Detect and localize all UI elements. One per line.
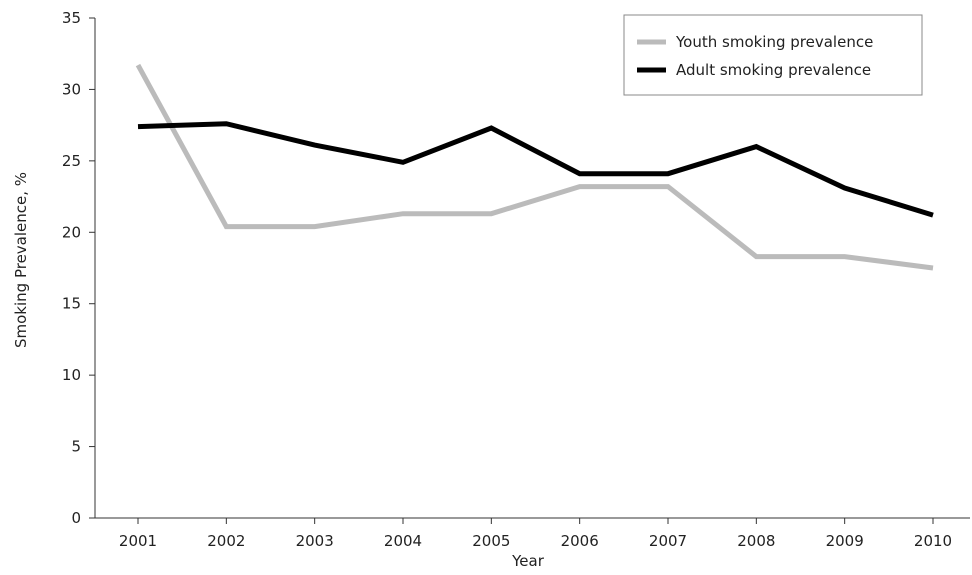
x-tick-label: 2007 <box>649 532 687 550</box>
legend: Youth smoking prevalence Adult smoking p… <box>623 14 923 96</box>
x-tick-label: 2009 <box>826 532 864 550</box>
x-tick-label: 2004 <box>384 532 422 550</box>
y-tick-label: 0 <box>71 509 81 527</box>
x-tick-label: 2001 <box>119 532 157 550</box>
legend-label-youth: Youth smoking prevalence <box>675 33 873 51</box>
y-tick-label: 15 <box>62 295 81 313</box>
y-tick-label: 25 <box>62 152 81 170</box>
y-tick-label: 35 <box>62 9 81 27</box>
tick-labels: 0 5 10 15 20 25 30 35 2001 2002 2003 2004 2005 2006 20… <box>62 9 952 550</box>
x-axis-title: Year <box>511 552 545 570</box>
x-tick-label: 2003 <box>296 532 334 550</box>
legend-box <box>623 14 923 96</box>
series-line-youth <box>135 63 934 271</box>
legend-label-adult: Adult smoking prevalence <box>676 61 871 79</box>
axes <box>89 17 970 524</box>
y-tick-label: 5 <box>71 438 81 456</box>
y-tick-label: 20 <box>62 223 81 241</box>
y-tick-label: 10 <box>62 366 81 384</box>
y-tick-label: 30 <box>62 80 81 98</box>
x-tick-label: 2005 <box>472 532 510 550</box>
x-tick-label: 2006 <box>561 532 599 550</box>
x-tick-label: 2008 <box>737 532 775 550</box>
series-line-adult <box>137 121 934 218</box>
x-tick-label: 2002 <box>207 532 245 550</box>
x-tick-label: 2010 <box>914 532 952 550</box>
y-axis-title: Smoking Prevalence, % <box>12 172 30 348</box>
series-lines <box>135 63 934 271</box>
